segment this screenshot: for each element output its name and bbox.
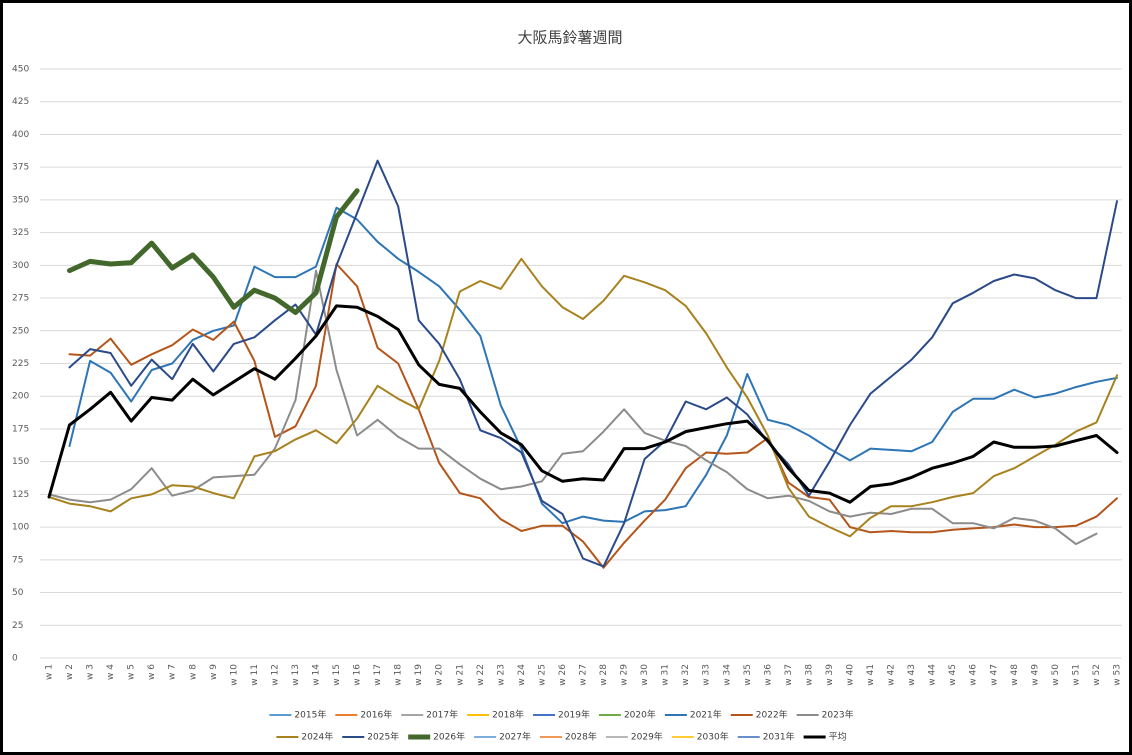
x-tick-label: w 48 — [1010, 664, 1020, 686]
x-tick-label: w 46 — [969, 664, 979, 686]
x-tick-label: w 37 — [784, 664, 794, 686]
series-line — [68, 159, 1118, 568]
x-tick-label: w 8 — [188, 664, 198, 680]
x-tick-label: w 44 — [928, 664, 938, 686]
x-tick-label: w 26 — [558, 664, 568, 686]
legend-label: 2018年 — [492, 709, 524, 721]
x-tick-label: w 16 — [353, 664, 363, 686]
y-tick-label: 250 — [12, 326, 29, 336]
x-tick-label: w 53 — [1113, 664, 1123, 686]
x-tick-label: w 13 — [291, 664, 301, 686]
y-tick-label: 50 — [12, 588, 24, 598]
y-tick-label: 350 — [12, 195, 29, 205]
series-line — [67, 188, 360, 315]
x-tick-label: w 28 — [599, 664, 609, 686]
x-tick-label: w 22 — [476, 664, 486, 686]
y-tick-label: 150 — [12, 457, 29, 467]
legend-label: 2026年 — [433, 731, 465, 743]
legend-label: 2019年 — [558, 709, 590, 721]
y-tick-label: 450 — [12, 65, 29, 75]
legend-label: 2022年 — [756, 709, 788, 721]
legend-label: 平均 — [829, 731, 847, 743]
x-tick-label: w 9 — [209, 664, 219, 680]
x-tick-label: w 6 — [147, 664, 157, 680]
x-tick-label: w 34 — [722, 664, 732, 686]
x-tick-label: w 2 — [65, 664, 75, 680]
x-tick-label: w 50 — [1051, 664, 1061, 686]
x-tick-label: w 47 — [989, 664, 999, 686]
x-tick-label: w 40 — [846, 664, 856, 686]
x-tick-label: w 24 — [517, 664, 527, 686]
x-tick-label: w 31 — [661, 664, 671, 686]
y-tick-label: 275 — [12, 294, 29, 304]
legend-label: 2027年 — [499, 731, 531, 743]
x-tick-label: w 3 — [86, 664, 96, 680]
legend-label: 2030年 — [697, 731, 729, 743]
x-tick-label: w 39 — [825, 664, 835, 686]
series-line — [47, 304, 1119, 504]
x-tick-label: w 29 — [620, 664, 630, 686]
y-tick-label: 325 — [12, 228, 29, 238]
x-tick-label: w 1 — [45, 664, 55, 680]
x-tick-label: w 52 — [1092, 664, 1102, 686]
x-tick-label: w 49 — [1030, 664, 1040, 686]
x-tick-label: w 33 — [702, 664, 712, 686]
x-tick-label: w 43 — [907, 664, 917, 686]
x-tick-label: w 19 — [414, 664, 424, 686]
y-tick-label: 175 — [12, 424, 29, 434]
y-tick-label: 425 — [12, 97, 29, 107]
x-tick-label: w 5 — [127, 664, 137, 680]
x-tick-label: w 18 — [394, 664, 404, 686]
legend-label: 2020年 — [624, 709, 656, 721]
x-tick-label: w 20 — [435, 664, 445, 686]
legend-label: 2017年 — [426, 709, 458, 721]
chart-title: 大阪馬鈴薯週間 — [517, 29, 622, 47]
x-tick-label: w 25 — [537, 664, 547, 686]
y-tick-label: 125 — [12, 490, 29, 500]
x-tick-label: w 32 — [681, 664, 691, 686]
x-tick-label: w 12 — [270, 664, 280, 686]
x-tick-label: w 14 — [312, 664, 322, 686]
x-tick-label: w 15 — [332, 664, 342, 686]
x-tick-label: w 23 — [496, 664, 506, 686]
y-tick-label: 375 — [12, 163, 29, 173]
x-tick-label: w 4 — [106, 664, 116, 680]
x-tick-label: w 30 — [640, 664, 650, 686]
legend-label: 2023年 — [822, 709, 854, 721]
x-tick-label: w 10 — [229, 664, 239, 686]
y-tick-label: 225 — [12, 359, 29, 369]
y-tick-label: 200 — [12, 392, 29, 402]
series-line — [48, 269, 1098, 546]
legend-label: 2024年 — [301, 731, 333, 743]
x-tick-label: w 7 — [168, 664, 178, 680]
y-tick-label: 75 — [12, 555, 23, 565]
x-tick-label: w 27 — [579, 664, 589, 686]
x-tick-label: w 21 — [455, 664, 465, 686]
x-tick-label: w 42 — [887, 664, 897, 686]
x-tick-label: w 36 — [763, 664, 773, 686]
y-tick-label: 100 — [12, 523, 29, 533]
x-tick-label: w 51 — [1071, 664, 1081, 686]
legend-label: 2029年 — [631, 731, 663, 743]
x-tick-label: w 35 — [743, 664, 753, 686]
x-tick-label: w 41 — [866, 664, 876, 686]
legend-label: 2028年 — [565, 731, 597, 743]
y-tick-label: 0 — [12, 654, 18, 664]
x-tick-label: w 38 — [804, 664, 814, 686]
x-tick-label: w 45 — [948, 664, 958, 686]
x-tick-label: w 11 — [250, 664, 260, 686]
y-tick-label: 300 — [12, 261, 29, 271]
legend-label: 2031年 — [763, 731, 795, 743]
legend-label: 2016年 — [360, 709, 392, 721]
y-tick-label: 25 — [12, 621, 23, 631]
legend-label: 2025年 — [367, 731, 399, 743]
series-line — [48, 257, 1118, 538]
legend-label: 2015年 — [294, 709, 326, 721]
x-tick-label: w 17 — [373, 664, 383, 686]
legend-label: 2021年 — [690, 709, 722, 721]
y-tick-label: 400 — [12, 130, 29, 140]
